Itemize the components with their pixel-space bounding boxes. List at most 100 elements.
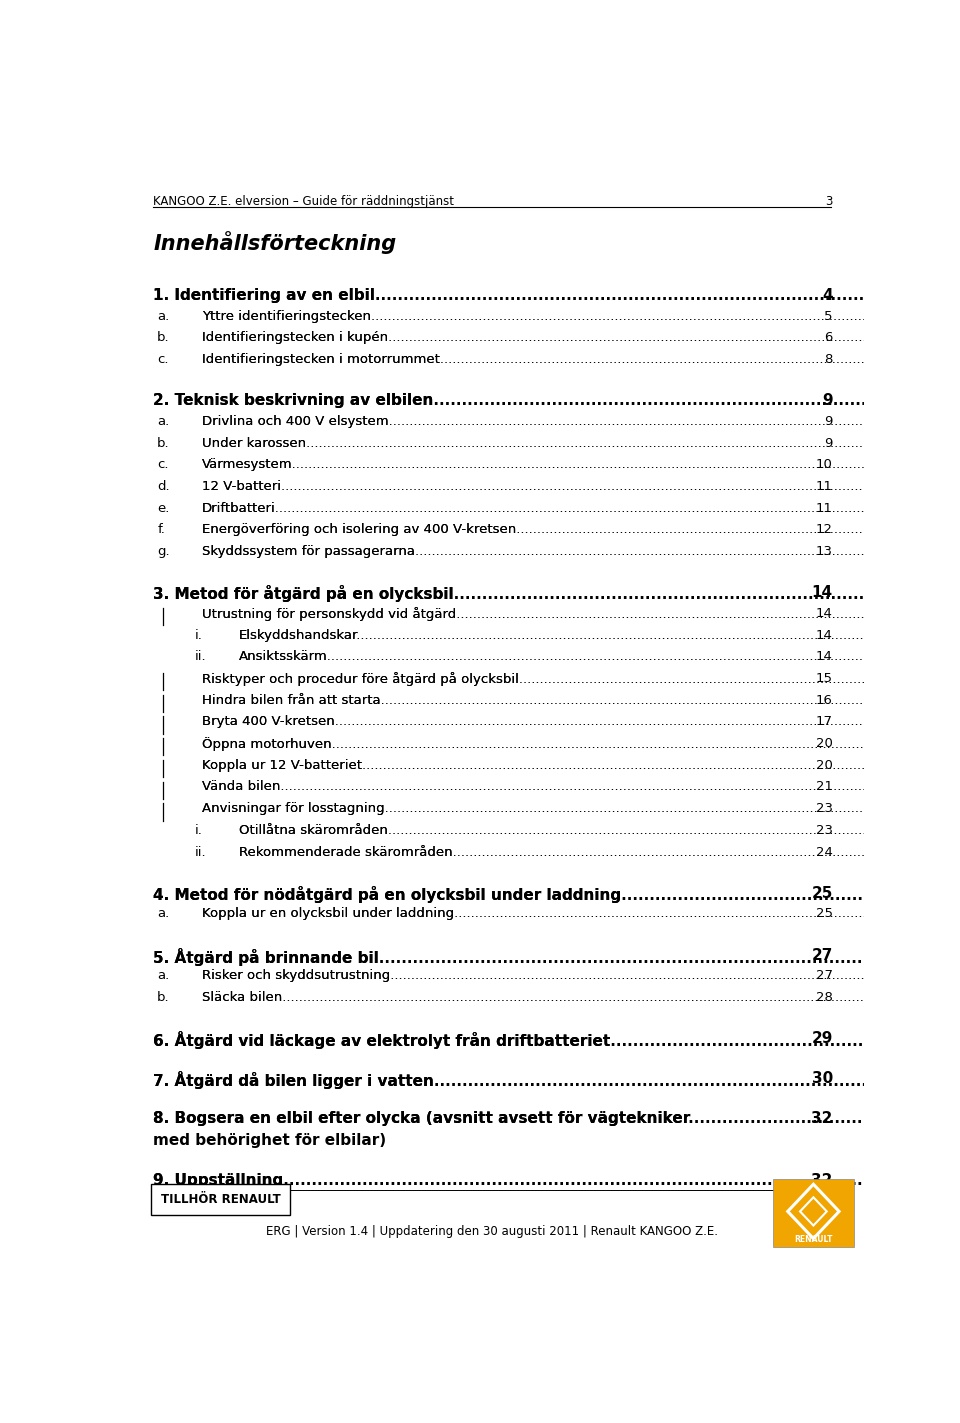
Text: a.: a. xyxy=(157,908,170,921)
Text: 12 V-batteri: 12 V-batteri xyxy=(202,480,281,492)
Text: Identifieringstecken i kupén: Identifieringstecken i kupén xyxy=(202,332,388,344)
Text: 7. Åtgärd då bilen ligger i vatten: 7. Åtgärd då bilen ligger i vatten xyxy=(154,1072,434,1089)
Text: 20: 20 xyxy=(816,737,832,750)
Text: 4. Metod för nödåtgärd på en olycksbil under laddning...........................: 4. Metod för nödåtgärd på en olycksbil u… xyxy=(154,885,960,902)
Text: Koppla ur 12 V-batteriet........................................................: Koppla ur 12 V-batteriet................… xyxy=(202,758,960,771)
Text: med behörighet för elbilar): med behörighet för elbilar) xyxy=(154,1133,387,1148)
Text: Öppna motorhuven................................................................: Öppna motorhuven........................… xyxy=(202,737,960,751)
Text: 20: 20 xyxy=(816,758,832,771)
Text: 16: 16 xyxy=(816,693,832,707)
Text: c.: c. xyxy=(157,458,169,471)
FancyBboxPatch shape xyxy=(773,1178,853,1247)
Text: 7. Åtgärd då bilen ligger i vatten..............................................: 7. Åtgärd då bilen ligger i vatten......… xyxy=(154,1072,960,1089)
Text: b.: b. xyxy=(157,990,170,1003)
Text: 27: 27 xyxy=(811,948,832,962)
Text: ii.: ii. xyxy=(194,650,206,663)
Text: Otillåtna skärområden...........................................................: Otillåtna skärområden...................… xyxy=(239,824,960,837)
Text: 28: 28 xyxy=(816,990,832,1003)
Text: a.: a. xyxy=(157,416,170,428)
Text: Utrustning för personskydd vid åtgärd...........................................: Utrustning för personskydd vid åtgärd...… xyxy=(202,608,960,620)
Text: 12: 12 xyxy=(816,524,832,536)
Text: Koppla ur 12 V-batteriet: Koppla ur 12 V-batteriet xyxy=(202,758,362,771)
Text: 27: 27 xyxy=(816,969,832,982)
Text: 3. Metod för åtgärd på en olycksbil.............................................: 3. Metod för åtgärd på en olycksbil.....… xyxy=(154,585,960,602)
Text: Rekommenderade skärområden: Rekommenderade skärområden xyxy=(239,845,453,858)
Text: 11: 11 xyxy=(816,502,832,515)
Text: Värmesystem.....................................................................: Värmesystem.............................… xyxy=(202,458,960,471)
Text: Driftbatteri....................................................................: Driftbatteri............................… xyxy=(202,502,960,515)
Text: Yttre identifieringstecken: Yttre identifieringstecken xyxy=(202,310,371,323)
Text: 8. Bogsera en elbil efter olycka (avsnitt avsett för vägtekniker................: 8. Bogsera en elbil efter olycka (avsnit… xyxy=(154,1111,960,1127)
Text: Under karossen..................................................................: Under karossen..........................… xyxy=(202,437,960,450)
Text: Vända bilen.....................................................................: Vända bilen.............................… xyxy=(202,780,960,794)
Text: Släcka bilen: Släcka bilen xyxy=(202,990,282,1003)
Text: e.: e. xyxy=(157,502,170,515)
Text: 2. Teknisk beskrivning av elbilen: 2. Teknisk beskrivning av elbilen xyxy=(154,393,434,408)
Text: 1. Identifiering av en elbil: 1. Identifiering av en elbil xyxy=(154,287,375,303)
Text: 1. Identifiering av en elbil....................................................: 1. Identifiering av en elbil............… xyxy=(154,287,960,303)
Text: 9. Uppställning.................................................................: 9. Uppställning.........................… xyxy=(154,1173,960,1188)
Text: Skyddssystem för passagerarna: Skyddssystem för passagerarna xyxy=(202,545,415,558)
Text: Under karossen: Under karossen xyxy=(202,437,306,450)
Text: Hindra bilen från att starta....................................................: Hindra bilen från att starta............… xyxy=(202,693,960,707)
Text: c.: c. xyxy=(157,353,169,366)
Text: 30: 30 xyxy=(811,1072,832,1086)
Text: ERG | Version 1.4 | Uppdatering den 30 augusti 2011 | Renault KANGOO Z.E.: ERG | Version 1.4 | Uppdatering den 30 a… xyxy=(266,1225,718,1238)
Text: 9: 9 xyxy=(825,416,832,428)
Text: 14: 14 xyxy=(816,629,832,642)
Text: 23: 23 xyxy=(816,824,832,837)
Text: 17: 17 xyxy=(816,716,832,729)
Text: i.: i. xyxy=(194,824,203,837)
Text: 24: 24 xyxy=(816,845,832,858)
Text: Elskyddshandskar: Elskyddshandskar xyxy=(239,629,358,642)
Text: TILLHÖR RENAULT: TILLHÖR RENAULT xyxy=(160,1192,280,1207)
Text: i.: i. xyxy=(194,629,203,642)
Text: Bryta 400 V-kretsen: Bryta 400 V-kretsen xyxy=(202,716,335,729)
Text: RENAULT: RENAULT xyxy=(794,1235,832,1244)
Text: Utrustning för personskydd vid åtgärd: Utrustning för personskydd vid åtgärd xyxy=(202,608,456,620)
Text: 9: 9 xyxy=(822,393,832,408)
Text: 5: 5 xyxy=(825,310,832,323)
Text: Risker och skyddsutrustning: Risker och skyddsutrustning xyxy=(202,969,390,982)
Text: Identifieringstecken i motorrummet: Identifieringstecken i motorrummet xyxy=(202,353,440,366)
Text: Rekommenderade skärområden......................................................: Rekommenderade skärområden..............… xyxy=(239,845,960,858)
Text: Öppna motorhuven: Öppna motorhuven xyxy=(202,737,331,751)
Text: Otillåtna skärområden: Otillåtna skärområden xyxy=(239,824,388,837)
Text: a.: a. xyxy=(157,310,170,323)
Text: Vända bilen: Vända bilen xyxy=(202,780,280,794)
Text: 21: 21 xyxy=(816,780,832,794)
Text: 25: 25 xyxy=(811,885,832,901)
Text: 9: 9 xyxy=(825,437,832,450)
Text: Koppla ur en olycksbil under laddning...........................................: Koppla ur en olycksbil under laddning...… xyxy=(202,908,960,921)
Text: Skyddssystem för passagerarna...................................................: Skyddssystem för passagerarna...........… xyxy=(202,545,960,558)
Text: 32: 32 xyxy=(811,1173,832,1188)
Text: 29: 29 xyxy=(811,1032,832,1046)
Text: Risktyper och procedur före åtgärd på olycksbil: Risktyper och procedur före åtgärd på ol… xyxy=(202,672,518,686)
Text: 14: 14 xyxy=(811,585,832,601)
Text: Ansiktsskärm: Ansiktsskärm xyxy=(239,650,327,663)
Text: 5. Åtgärd på brinnande bil......................................................: 5. Åtgärd på brinnande bil..............… xyxy=(154,948,960,966)
Text: Släcka bilen....................................................................: Släcka bilen............................… xyxy=(202,990,960,1003)
Text: 4: 4 xyxy=(822,287,832,303)
Text: 2. Teknisk beskrivning av elbilen...............................................: 2. Teknisk beskrivning av elbilen.......… xyxy=(154,393,960,408)
Text: 23: 23 xyxy=(816,803,832,815)
Text: 10: 10 xyxy=(816,458,832,471)
Text: Identifieringstecken i motorrummet..............................................: Identifieringstecken i motorrummet......… xyxy=(202,353,960,366)
Text: 6: 6 xyxy=(825,332,832,344)
Text: Anvisningar för losstagning: Anvisningar för losstagning xyxy=(202,803,384,815)
Text: b.: b. xyxy=(157,437,170,450)
Text: KANGOO Z.E. elversion – Guide för räddningstjänst: KANGOO Z.E. elversion – Guide för räddni… xyxy=(154,195,454,208)
Text: a.: a. xyxy=(157,969,170,982)
Text: f.: f. xyxy=(157,524,165,536)
Text: Risktyper och procedur före åtgärd på olycksbil.................................: Risktyper och procedur före åtgärd på ol… xyxy=(202,672,960,686)
Text: Anvisningar för losstagning.....................................................: Anvisningar för losstagning.............… xyxy=(202,803,960,815)
Text: 32: 32 xyxy=(811,1111,832,1127)
Text: Driftbatteri: Driftbatteri xyxy=(202,502,276,515)
Text: Identifieringstecken i kupén....................................................: Identifieringstecken i kupén............… xyxy=(202,332,960,344)
Text: Drivlina och 400 V elsystem: Drivlina och 400 V elsystem xyxy=(202,416,389,428)
Text: Koppla ur en olycksbil under laddning: Koppla ur en olycksbil under laddning xyxy=(202,908,454,921)
Text: 8. Bogsera en elbil efter olycka (avsnitt avsett för vägtekniker: 8. Bogsera en elbil efter olycka (avsnit… xyxy=(154,1111,691,1127)
Text: Ansiktsskärm....................................................................: Ansiktsskärm............................… xyxy=(239,650,960,663)
Text: Innehållsförteckning: Innehållsförteckning xyxy=(154,231,396,255)
Text: 13: 13 xyxy=(816,545,832,558)
